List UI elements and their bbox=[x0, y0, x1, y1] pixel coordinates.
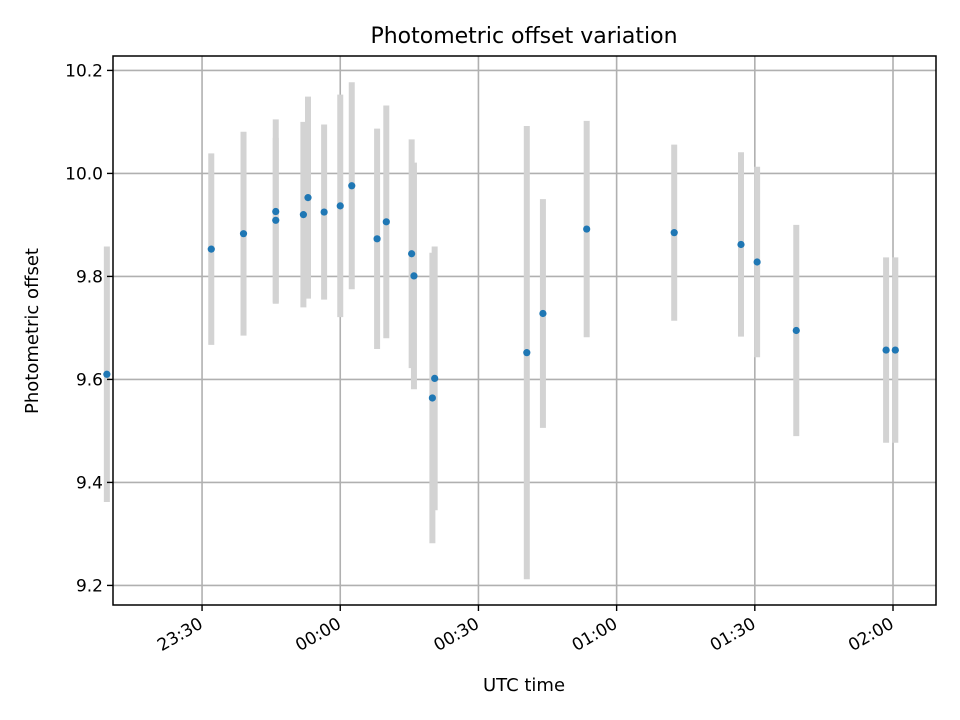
data-point bbox=[382, 218, 390, 226]
chart-title: Photometric offset variation bbox=[370, 24, 677, 49]
x-tick-label: 00:30 bbox=[431, 614, 483, 656]
x-tick-label: 23:30 bbox=[154, 614, 206, 656]
data-point bbox=[272, 207, 280, 216]
data-points bbox=[103, 182, 899, 402]
data-point bbox=[410, 272, 418, 280]
data-point bbox=[882, 346, 890, 354]
plot-frame bbox=[112, 55, 937, 606]
data-point bbox=[207, 245, 215, 253]
data-point bbox=[103, 370, 111, 378]
data-point bbox=[272, 216, 280, 224]
y-tick-label: 9.8 bbox=[76, 267, 103, 287]
y-tick-label: 10.2 bbox=[65, 61, 103, 81]
data-point bbox=[336, 202, 344, 210]
data-point bbox=[583, 225, 591, 233]
x-tick-label: 01:00 bbox=[569, 614, 621, 656]
data-point bbox=[539, 309, 547, 318]
ticks bbox=[107, 69, 894, 611]
data-point bbox=[373, 235, 381, 243]
x-axis-label: UTC time bbox=[483, 675, 565, 696]
y-tick-label: 10.0 bbox=[65, 164, 103, 184]
error-bars bbox=[103, 82, 899, 580]
data-point bbox=[431, 374, 439, 382]
data-point bbox=[428, 394, 436, 402]
data-point bbox=[670, 229, 678, 237]
data-point bbox=[299, 211, 307, 219]
x-tick-label: 01:30 bbox=[707, 614, 759, 656]
data-point bbox=[792, 326, 800, 335]
data-point bbox=[348, 182, 356, 190]
x-tick-label: 00:00 bbox=[292, 614, 344, 656]
y-tick-label: 9.4 bbox=[76, 473, 103, 493]
data-point bbox=[523, 349, 531, 357]
data-point bbox=[737, 240, 745, 249]
y-tick-labels: 9.2 9.4 9.6 9.8 10.0 10.2 bbox=[65, 61, 103, 596]
y-tick-label: 9.6 bbox=[76, 370, 103, 390]
y-tick-label: 9.2 bbox=[76, 576, 103, 596]
data-point bbox=[304, 194, 312, 202]
x-tick-labels: 23:30 00:00 00:30 01:00 01:30 02:00 bbox=[154, 614, 897, 656]
data-point bbox=[753, 258, 761, 266]
data-point bbox=[320, 208, 328, 216]
data-point bbox=[891, 346, 899, 354]
data-point bbox=[239, 230, 248, 238]
y-axis-label: Photometric offset bbox=[22, 248, 43, 414]
data-point bbox=[408, 250, 416, 258]
x-tick-label: 02:00 bbox=[845, 614, 897, 656]
